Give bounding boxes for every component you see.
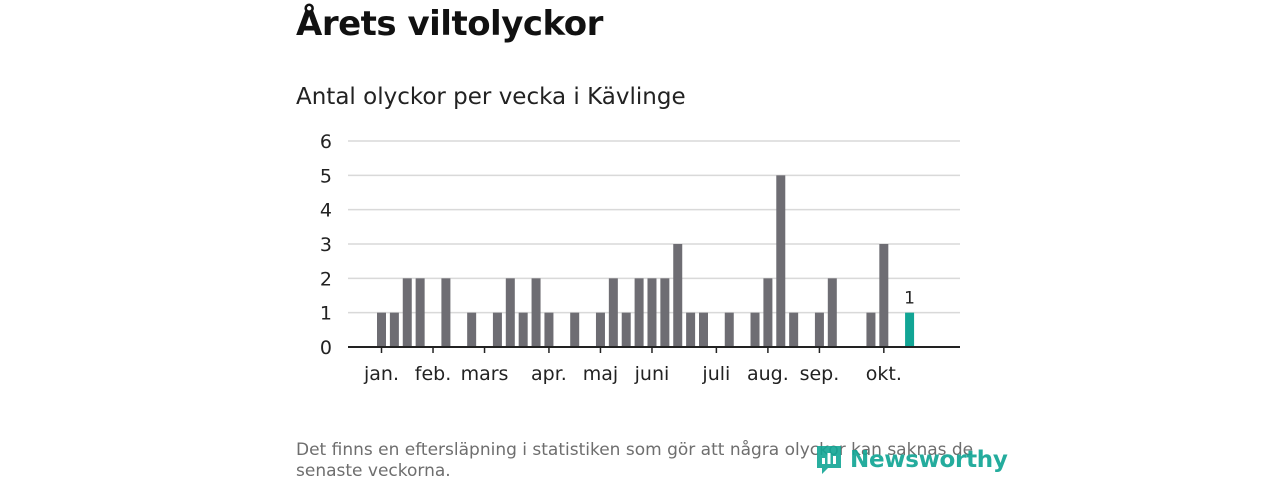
y-tick-label: 4 <box>320 200 332 222</box>
bar <box>647 278 657 347</box>
bar <box>402 278 412 347</box>
bar <box>377 312 386 347</box>
y-tick-label: 5 <box>320 165 332 187</box>
bar <box>789 312 799 347</box>
x-tick-label: maj <box>583 363 618 385</box>
y-tick-label: 6 <box>320 131 332 153</box>
bar <box>505 278 515 347</box>
bar <box>814 312 824 347</box>
newsworthy-logo: Newsworthy <box>814 444 1008 476</box>
bar <box>673 244 683 347</box>
bar-chart: 0 1 2 3 4 5 6 1 jan. feb. mars apr. maj juni juli aug… <box>320 131 960 385</box>
bar <box>531 278 541 347</box>
bar <box>776 175 786 347</box>
y-tick-label: 3 <box>320 234 332 256</box>
bar <box>518 312 528 347</box>
bar <box>441 278 451 347</box>
y-axis-ticks: 0 1 2 3 4 5 6 <box>320 131 332 359</box>
x-tick-label: feb. <box>415 363 451 385</box>
bar <box>544 312 554 347</box>
bars: 1 <box>377 175 915 347</box>
bar <box>750 312 760 347</box>
bar <box>686 312 696 347</box>
x-tick-label: sep. <box>800 363 840 385</box>
y-tick-label: 0 <box>320 337 332 359</box>
logo-text: Newsworthy <box>850 447 1008 473</box>
bar <box>763 278 773 347</box>
bar <box>660 278 670 347</box>
bar <box>595 312 605 347</box>
y-tick-label: 1 <box>320 303 332 325</box>
bar-highlighted <box>905 312 915 347</box>
bar <box>724 312 734 347</box>
bar <box>879 244 889 347</box>
y-tick-label: 2 <box>320 268 332 290</box>
newsworthy-logo-icon <box>817 446 841 474</box>
x-tick-label: okt. <box>866 363 902 385</box>
bar <box>621 312 631 347</box>
bar <box>866 312 876 347</box>
footnote: Det finns en eftersläpning i statistiken… <box>296 440 974 481</box>
highlight-data-label: 1 <box>904 289 915 309</box>
bar <box>827 278 837 347</box>
x-tick-label: aug. <box>747 363 789 385</box>
x-tick-label: jan. <box>363 363 399 385</box>
x-tick-label: mars <box>461 363 509 385</box>
chart-title: Antal olyckor per vecka i Kävlinge <box>296 84 686 110</box>
bar <box>492 312 502 347</box>
x-axis-ticks: jan. feb. mars apr. maj juni juli aug. sep. okt. <box>363 347 902 385</box>
bar <box>699 312 708 347</box>
bar <box>570 312 580 347</box>
bar <box>608 278 618 347</box>
bar <box>634 278 644 347</box>
page-title: Årets viltolyckor <box>296 4 603 44</box>
bar <box>389 312 399 347</box>
x-tick-label: apr. <box>531 363 567 385</box>
x-tick-label: juni <box>634 363 670 385</box>
bar <box>415 278 425 347</box>
x-tick-label: juli <box>701 363 730 385</box>
bar <box>467 312 477 347</box>
